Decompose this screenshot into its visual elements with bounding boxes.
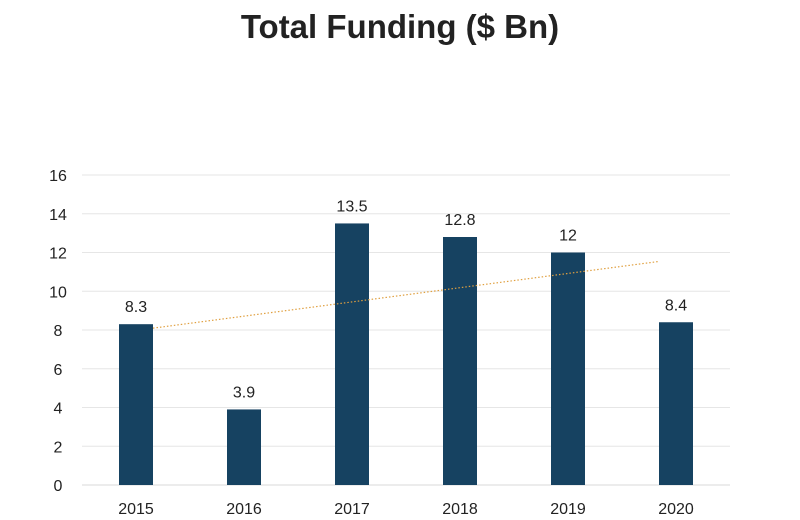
data-label: 12.8 <box>444 212 475 229</box>
data-label: 12 <box>559 228 577 245</box>
gridlines <box>82 174 730 486</box>
y-tick-label: 6 <box>54 362 63 379</box>
bar <box>335 223 369 485</box>
data-label: 3.9 <box>233 384 255 401</box>
y-tick-label: 8 <box>54 323 63 340</box>
bars <box>119 223 693 485</box>
x-tick-label: 2019 <box>550 501 586 518</box>
bar <box>119 324 153 485</box>
data-label: 13.5 <box>336 198 367 215</box>
trendline-group <box>152 260 660 329</box>
x-tick-label: 2016 <box>226 501 262 518</box>
x-tick-label: 2017 <box>334 501 370 518</box>
x-tick-label: 2018 <box>442 501 478 518</box>
x-tick-label: 2015 <box>118 501 154 518</box>
bar <box>659 322 693 485</box>
y-tick-label: 12 <box>49 246 67 263</box>
bar <box>227 409 261 485</box>
data-labels: 8.3 3.9 13.5 12.8 12 8.4 <box>125 198 687 401</box>
y-tick-label: 4 <box>54 401 63 418</box>
y-tick-label: 0 <box>54 478 63 495</box>
x-tick-label: 2020 <box>658 501 694 518</box>
bar <box>551 252 585 485</box>
y-tick-label: 10 <box>49 284 67 301</box>
data-label: 8.4 <box>665 297 687 314</box>
data-label: 8.3 <box>125 299 147 316</box>
bar <box>443 237 477 485</box>
chart-title: Total Funding ($ Bn) <box>240 8 560 45</box>
y-tick-label: 16 <box>49 168 67 185</box>
trendline <box>152 260 660 329</box>
x-axis-ticks: 2015 2016 2017 2018 2019 2020 <box>118 501 694 518</box>
y-tick-label: 2 <box>54 439 63 456</box>
y-tick-label: 14 <box>49 207 67 224</box>
y-axis-ticks: 0 2 4 6 8 10 12 14 16 <box>49 168 67 495</box>
